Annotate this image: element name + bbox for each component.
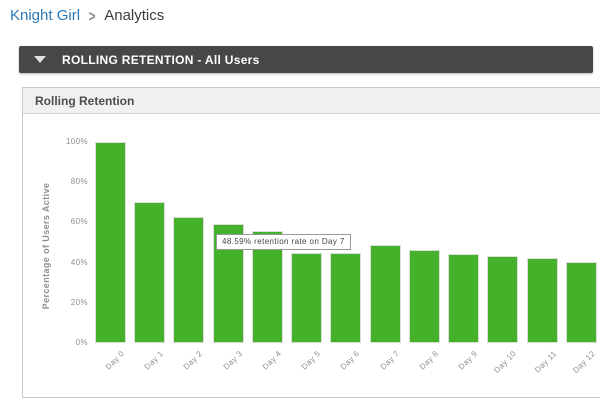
breadcrumb: Knight Girl > Analytics (10, 6, 165, 25)
section-title: ROLLING RETENTION - All Users (62, 52, 260, 67)
y-tick-label: 0% (75, 338, 88, 347)
x-tick-label: Day 8 (417, 349, 441, 372)
y-tick-label: 20% (70, 297, 88, 307)
bar-day-8[interactable] (409, 250, 440, 343)
x-tick-label: Day 0 (103, 349, 127, 372)
y-tick-label: 80% (70, 177, 88, 187)
x-tick-label: Day 6 (338, 349, 362, 372)
x-tick-label: Day 2 (181, 349, 205, 372)
bar-day-7[interactable] (370, 245, 401, 343)
x-tick-label: Day 3 (221, 349, 245, 372)
rolling-retention-section-header[interactable]: ROLLING RETENTION - All Users (19, 46, 593, 73)
x-tick-label: Day 7 (378, 349, 402, 372)
x-tick-label: Day 4 (260, 349, 284, 372)
breadcrumb-current-page: Analytics (104, 7, 165, 24)
bar-day-1[interactable] (134, 202, 165, 343)
bar-day-0[interactable] (95, 142, 126, 343)
y-tick-label: 60% (70, 217, 88, 227)
x-tick-label: Day 11 (532, 349, 559, 375)
bar-day-2[interactable] (173, 217, 204, 343)
breadcrumb-app-link[interactable]: Knight Girl (10, 7, 81, 24)
x-tick-label: Day 5 (299, 349, 323, 372)
y-tick-label: 100% (65, 137, 88, 146)
bar-day-10[interactable] (487, 256, 518, 343)
bar-day-12[interactable] (566, 262, 597, 343)
x-tick-label: Day 9 (456, 349, 480, 372)
triangle-down-icon (34, 56, 46, 63)
bar-day-11[interactable] (527, 258, 558, 343)
chart-tooltip: 48.59% retention rate on Day 7 (216, 234, 351, 250)
bar-day-6[interactable] (330, 253, 361, 343)
bar-day-5[interactable] (291, 253, 322, 343)
y-tick-label: 40% (70, 257, 88, 267)
chart-plot: Percentage of Users Active 48.59% retent… (23, 115, 600, 398)
breadcrumb-chevron-icon: > (88, 6, 96, 25)
x-tick-label: Day 1 (142, 349, 166, 372)
bar-day-9[interactable] (448, 254, 479, 343)
panel-title: Rolling Retention (23, 88, 600, 114)
rolling-retention-panel: Rolling Retention Percentage of Users Ac… (22, 87, 600, 398)
x-tick-label: Day 12 (571, 349, 598, 375)
x-tick-label: Day 10 (492, 349, 519, 375)
